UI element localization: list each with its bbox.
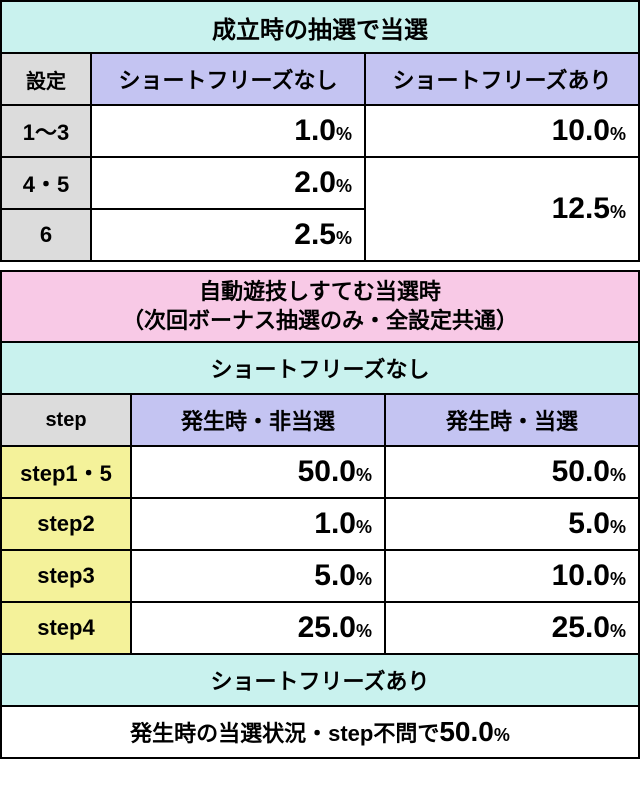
table2-row3-label: step3 [1, 550, 131, 602]
table1-corner: 設定 [1, 53, 91, 105]
table1-row2-v2: 12.5% [365, 157, 639, 261]
table2-row2-v1: 1.0% [131, 498, 385, 550]
table1-row3-v1: 2.5% [91, 209, 365, 261]
table2-row3-v1: 5.0% [131, 550, 385, 602]
table2-row4-v1: 25.0% [131, 602, 385, 654]
table1-row1-v1: 1.0% [91, 105, 365, 157]
table1-col2: ショートフリーズあり [365, 53, 639, 105]
table2-col2: 発生時・当選 [385, 394, 639, 446]
table1-row1-label: 1〜3 [1, 105, 91, 157]
table2-footer-title: ショートフリーズあり [1, 654, 639, 706]
table1-row2-v1: 2.0% [91, 157, 365, 209]
table2-row3-v2: 10.0% [385, 550, 639, 602]
table2-row2-v2: 5.0% [385, 498, 639, 550]
table2-row1-label: step1・5 [1, 446, 131, 498]
table2-row4-label: step4 [1, 602, 131, 654]
lottery-win-table: 成立時の抽選で当選 設定 ショートフリーズなし ショートフリーズあり 1〜3 1… [0, 0, 640, 262]
table1-row1-v2: 10.0% [365, 105, 639, 157]
table1-col1: ショートフリーズなし [91, 53, 365, 105]
table2-row2-label: step2 [1, 498, 131, 550]
table1-title: 成立時の抽選で当選 [1, 1, 639, 53]
auto-play-table: 自動遊技しすてむ当選時 （次回ボーナス抽選のみ・全設定共通） ショートフリーズな… [0, 270, 640, 759]
table1-row2-label: 4・5 [1, 157, 91, 209]
table2-row4-v2: 25.0% [385, 602, 639, 654]
table1-row3-label: 6 [1, 209, 91, 261]
table2-col1: 発生時・非当選 [131, 394, 385, 446]
table2-subtitle: ショートフリーズなし [1, 342, 639, 394]
table2-row1-v2: 50.0% [385, 446, 639, 498]
table2-pink-title: 自動遊技しすてむ当選時 （次回ボーナス抽選のみ・全設定共通） [1, 271, 639, 342]
table2-corner: step [1, 394, 131, 446]
table2-footer-text: 発生時の当選状況・step不問で50.0% [1, 706, 639, 758]
table2-row1-v1: 50.0% [131, 446, 385, 498]
